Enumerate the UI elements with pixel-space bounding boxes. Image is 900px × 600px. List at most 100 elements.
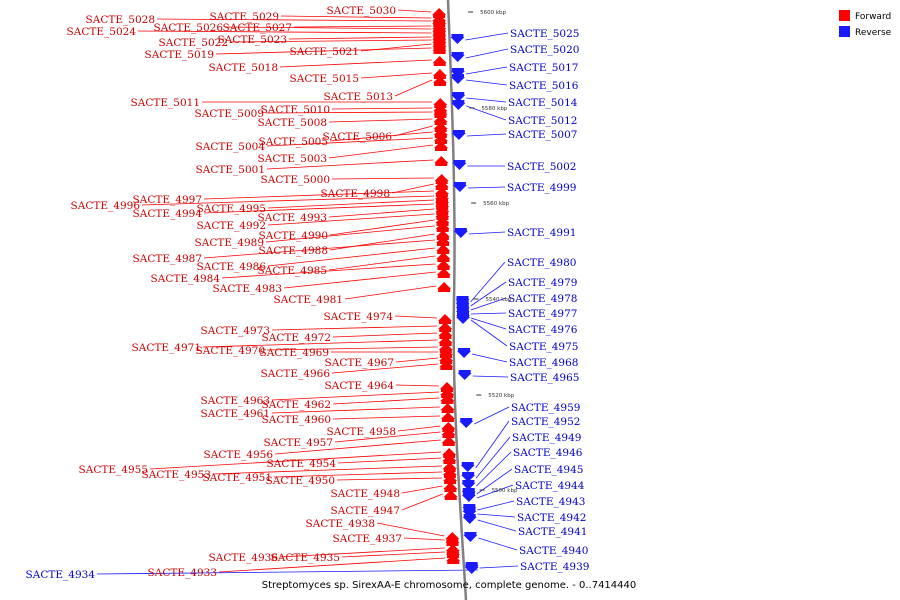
- forward-gene-label[interactable]: SACTE_5004: [196, 141, 266, 153]
- forward-gene-arrow[interactable]: [435, 196, 450, 203]
- forward-gene-arrow[interactable]: [432, 17, 447, 24]
- reverse-gene-arrow[interactable]: [451, 133, 466, 140]
- forward-gene-label[interactable]: SACTE_4993: [258, 212, 327, 224]
- forward-gene-label[interactable]: SACTE_5015: [290, 73, 359, 85]
- forward-gene-label[interactable]: SACTE_5019: [145, 49, 214, 61]
- forward-gene-label[interactable]: SACTE_5028: [86, 14, 155, 26]
- forward-gene-label[interactable]: SACTE_5013: [324, 91, 393, 103]
- reverse-gene-label[interactable]: SACTE_4939: [520, 561, 589, 573]
- reverse-gene-arrow[interactable]: [453, 231, 468, 238]
- forward-gene-arrow[interactable]: [432, 76, 447, 83]
- forward-gene-arrow[interactable]: [441, 436, 456, 443]
- reverse-gene-arrow[interactable]: [450, 55, 465, 62]
- forward-gene-label[interactable]: SACTE_5030: [327, 5, 396, 17]
- forward-gene-label[interactable]: SACTE_4960: [262, 414, 331, 426]
- reverse-gene-label[interactable]: SACTE_5014: [508, 97, 578, 109]
- forward-gene-label[interactable]: SACTE_5000: [261, 174, 330, 186]
- forward-gene-arrow[interactable]: [435, 210, 450, 217]
- reverse-gene-label[interactable]: SACTE_4968: [509, 357, 578, 369]
- forward-gene-label[interactable]: SACTE_4974: [324, 311, 394, 323]
- reverse-gene-label[interactable]: SACTE_4991: [507, 227, 576, 239]
- forward-gene-label[interactable]: SACTE_4955: [79, 464, 148, 476]
- reverse-gene-arrow[interactable]: [457, 351, 472, 358]
- forward-gene-arrow[interactable]: [442, 454, 457, 461]
- forward-gene-label[interactable]: SACTE_4936: [209, 552, 279, 564]
- reverse-gene-label[interactable]: SACTE_4965: [510, 372, 579, 384]
- forward-gene-arrow[interactable]: [433, 98, 448, 105]
- forward-gene-arrow[interactable]: [442, 448, 457, 455]
- reverse-gene-label[interactable]: SACTE_5012: [508, 115, 577, 127]
- reverse-gene-label[interactable]: SACTE_4944: [515, 480, 585, 492]
- forward-gene-arrow[interactable]: [438, 329, 453, 336]
- forward-gene-label[interactable]: SACTE_5024: [67, 26, 137, 38]
- forward-gene-arrow[interactable]: [432, 25, 447, 32]
- forward-gene-label[interactable]: SACTE_4956: [204, 449, 274, 461]
- forward-gene-label[interactable]: SACTE_4938: [306, 518, 375, 530]
- forward-gene-label[interactable]: SACTE_5011: [131, 97, 200, 109]
- reverse-gene-label[interactable]: SACTE_4978: [508, 293, 577, 305]
- reverse-gene-label[interactable]: SACTE_4943: [516, 496, 585, 508]
- forward-gene-label[interactable]: SACTE_4953: [142, 469, 211, 481]
- reverse-gene-arrow[interactable]: [457, 373, 472, 380]
- forward-gene-label[interactable]: SACTE_5001: [196, 164, 265, 176]
- forward-gene-label[interactable]: SACTE_4981: [274, 294, 343, 306]
- forward-gene-arrow[interactable]: [439, 360, 454, 367]
- forward-gene-arrow[interactable]: [439, 382, 454, 389]
- forward-gene-arrow[interactable]: [443, 474, 458, 481]
- forward-gene-label[interactable]: SACTE_4983: [213, 283, 282, 295]
- forward-gene-arrow[interactable]: [433, 134, 448, 141]
- reverse-gene-arrow[interactable]: [462, 517, 477, 524]
- forward-gene-arrow[interactable]: [441, 422, 456, 429]
- reverse-gene-label[interactable]: SACTE_4999: [507, 182, 576, 194]
- forward-gene-arrow[interactable]: [441, 428, 456, 435]
- forward-gene-arrow[interactable]: [436, 268, 451, 275]
- forward-gene-label[interactable]: SACTE_5005: [259, 136, 328, 148]
- forward-gene-arrow[interactable]: [434, 141, 449, 148]
- reverse-gene-label[interactable]: SACTE_4949: [512, 432, 581, 444]
- forward-gene-arrow[interactable]: [435, 192, 450, 199]
- reverse-gene-label[interactable]: SACTE_4977: [508, 308, 577, 320]
- reverse-gene-label[interactable]: SACTE_4934: [26, 569, 96, 581]
- forward-gene-label[interactable]: SACTE_4961: [201, 408, 270, 420]
- forward-gene-label[interactable]: SACTE_5029: [210, 11, 279, 23]
- forward-gene-arrow[interactable]: [440, 403, 455, 410]
- forward-gene-label[interactable]: SACTE_4950: [266, 475, 335, 487]
- reverse-gene-label[interactable]: SACTE_4941: [518, 526, 587, 538]
- forward-gene-arrow[interactable]: [433, 122, 448, 129]
- forward-gene-arrow[interactable]: [434, 187, 449, 194]
- forward-gene-arrow[interactable]: [439, 354, 454, 361]
- forward-gene-arrow[interactable]: [445, 536, 460, 543]
- forward-gene-arrow[interactable]: [445, 548, 460, 555]
- forward-gene-arrow[interactable]: [440, 394, 455, 401]
- forward-gene-label[interactable]: SACTE_5006: [323, 131, 393, 143]
- forward-gene-label[interactable]: SACTE_5009: [195, 108, 264, 120]
- forward-gene-arrow[interactable]: [438, 336, 453, 343]
- forward-gene-arrow[interactable]: [443, 482, 458, 489]
- reverse-gene-arrow[interactable]: [451, 95, 466, 102]
- forward-gene-arrow[interactable]: [433, 104, 448, 111]
- forward-gene-label[interactable]: SACTE_4937: [333, 533, 402, 545]
- forward-gene-label[interactable]: SACTE_4994: [133, 208, 203, 220]
- forward-gene-arrow[interactable]: [435, 205, 450, 212]
- forward-gene-label[interactable]: SACTE_4985: [258, 265, 327, 277]
- forward-gene-arrow[interactable]: [432, 29, 447, 36]
- forward-gene-arrow[interactable]: [437, 282, 452, 289]
- forward-gene-arrow[interactable]: [443, 490, 458, 497]
- reverse-gene-label[interactable]: SACTE_4952: [511, 416, 580, 428]
- forward-gene-label[interactable]: SACTE_5018: [209, 62, 278, 74]
- forward-gene-label[interactable]: SACTE_4964: [325, 380, 395, 392]
- forward-gene-label[interactable]: SACTE_4967: [325, 357, 394, 369]
- reverse-gene-arrow[interactable]: [464, 567, 479, 574]
- reverse-gene-label[interactable]: SACTE_5017: [509, 62, 578, 74]
- forward-gene-arrow[interactable]: [442, 468, 457, 475]
- forward-gene-arrow[interactable]: [432, 36, 447, 43]
- forward-gene-arrow[interactable]: [434, 156, 449, 163]
- forward-gene-label[interactable]: SACTE_4962: [262, 399, 331, 411]
- forward-gene-arrow[interactable]: [440, 388, 455, 395]
- forward-gene-arrow[interactable]: [436, 236, 450, 243]
- forward-gene-arrow[interactable]: [432, 44, 447, 51]
- forward-gene-label[interactable]: SACTE_4957: [264, 437, 333, 449]
- forward-gene-label[interactable]: SACTE_4992: [197, 220, 266, 232]
- forward-gene-label[interactable]: SACTE_4984: [151, 273, 221, 285]
- forward-gene-label[interactable]: SACTE_5003: [258, 153, 327, 165]
